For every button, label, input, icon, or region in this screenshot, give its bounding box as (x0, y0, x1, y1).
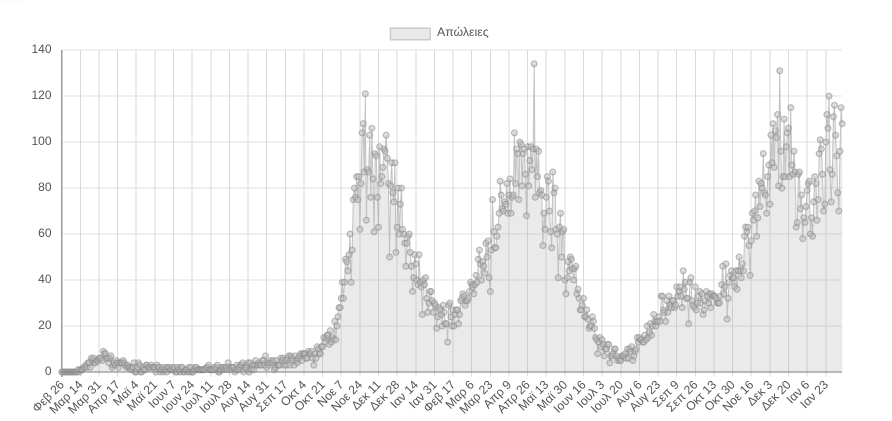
svg-text:40: 40 (38, 272, 52, 286)
svg-text:Απώλειες: Απώλειες (437, 25, 489, 39)
svg-text:80: 80 (38, 180, 52, 194)
svg-text:120: 120 (31, 88, 51, 102)
svg-text:0: 0 (45, 364, 52, 378)
svg-text:100: 100 (31, 134, 51, 148)
svg-text:140: 140 (31, 42, 51, 56)
svg-text:20: 20 (38, 318, 52, 332)
svg-text:60: 60 (38, 226, 52, 240)
